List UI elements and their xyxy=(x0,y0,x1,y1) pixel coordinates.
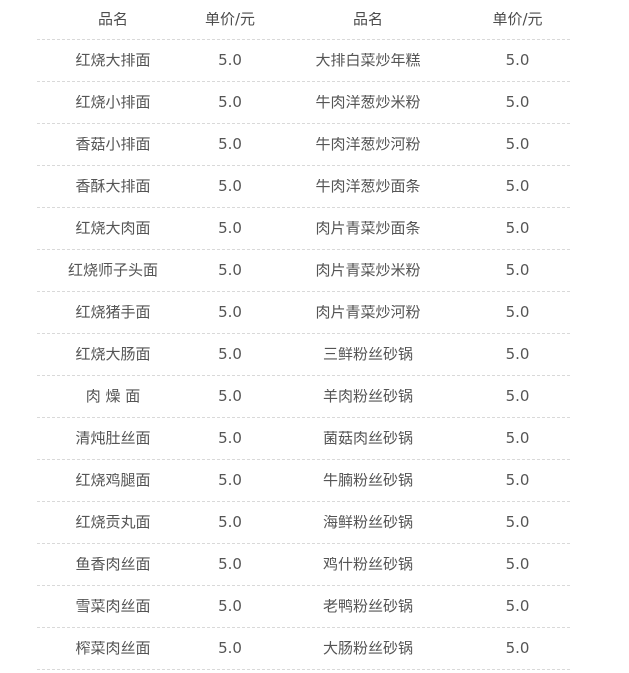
table-row: 香酥大排面 5.0 牛肉洋葱炒面条 5.0 xyxy=(37,166,570,208)
table-row: 红烧小排面 5.0 牛肉洋葱炒米粉 5.0 xyxy=(37,82,570,124)
column-header-item-name-right: 品名 xyxy=(352,12,383,27)
item-name-cell: 红烧大肉面 xyxy=(75,221,151,236)
table-row: 鱼香肉丝面 5.0 鸡什粉丝砂锅 5.0 xyxy=(37,544,570,586)
table-row: 清炖肚丝面 5.0 菌菇肉丝砂锅 5.0 xyxy=(37,418,570,460)
table-row: 红烧贡丸面 5.0 海鲜粉丝砂锅 5.0 xyxy=(37,502,570,544)
item-name-cell: 肉片青菜炒米粉 xyxy=(315,263,421,278)
table-row: 肉 燥 面 5.0 羊肉粉丝砂锅 5.0 xyxy=(37,376,570,418)
table-row: 红烧大肉面 5.0 肉片青菜炒面条 5.0 xyxy=(37,208,570,250)
item-price-cell: 5.0 xyxy=(505,95,530,110)
item-price-cell: 5.0 xyxy=(218,263,242,278)
table-row: 红烧大肠面 5.0 三鲜粉丝砂锅 5.0 xyxy=(37,334,570,376)
item-price-cell: 5.0 xyxy=(218,431,242,446)
item-name-cell: 红烧鸡腿面 xyxy=(75,473,151,488)
item-price-cell: 5.0 xyxy=(218,515,242,530)
item-name-cell: 香菇小排面 xyxy=(75,137,151,152)
item-price-cell: 5.0 xyxy=(218,389,242,404)
item-price-cell: 5.0 xyxy=(218,473,242,488)
table-row: 红烧鸡腿面 5.0 牛腩粉丝砂锅 5.0 xyxy=(37,460,570,502)
item-price-cell: 5.0 xyxy=(505,431,530,446)
item-price-cell: 5.0 xyxy=(218,641,242,656)
item-price-cell: 5.0 xyxy=(505,347,530,362)
item-price-cell: 5.0 xyxy=(505,599,530,614)
item-price-cell: 5.0 xyxy=(218,137,242,152)
item-name-cell: 牛肉洋葱炒河粉 xyxy=(315,137,421,152)
table-row: 红烧大排面 5.0 大排白菜炒年糕 5.0 xyxy=(37,40,570,82)
item-name-cell: 红烧大排面 xyxy=(75,53,151,68)
table-row: 雪菜肉丝面 5.0 老鸭粉丝砂锅 5.0 xyxy=(37,586,570,628)
item-price-cell: 5.0 xyxy=(505,473,530,488)
item-name-cell: 榨菜肉丝面 xyxy=(75,641,151,656)
item-price-cell: 5.0 xyxy=(505,389,530,404)
column-header-item-name-left: 品名 xyxy=(97,12,128,27)
table-row: 红烧师子头面 5.0 肉片青菜炒米粉 5.0 xyxy=(37,250,570,292)
item-name-cell: 肉片青菜炒面条 xyxy=(315,221,421,236)
item-price-cell: 5.0 xyxy=(218,599,242,614)
item-price-cell: 5.0 xyxy=(505,641,530,656)
item-price-cell: 5.0 xyxy=(505,263,530,278)
item-name-cell: 肉 燥 面 xyxy=(85,389,141,404)
table-row: 香菇小排面 5.0 牛肉洋葱炒河粉 5.0 xyxy=(37,124,570,166)
item-name-cell: 牛肉洋葱炒面条 xyxy=(315,179,421,194)
item-price-cell: 5.0 xyxy=(505,179,530,194)
item-price-cell: 5.0 xyxy=(218,305,242,320)
item-name-cell: 红烧小排面 xyxy=(75,95,151,110)
item-price-cell: 5.0 xyxy=(218,221,242,236)
item-name-cell: 鱼香肉丝面 xyxy=(75,557,151,572)
item-name-cell: 清炖肚丝面 xyxy=(75,431,151,446)
item-price-cell: 5.0 xyxy=(505,137,530,152)
item-name-cell: 羊肉粉丝砂锅 xyxy=(322,389,413,404)
table-header-row: 品名 单价/元 品名 单价/元 xyxy=(37,0,570,40)
item-price-cell: 5.0 xyxy=(218,179,242,194)
item-price-cell: 5.0 xyxy=(505,515,530,530)
item-name-cell: 牛腩粉丝砂锅 xyxy=(322,473,413,488)
item-price-cell: 5.0 xyxy=(218,95,242,110)
item-price-cell: 5.0 xyxy=(505,221,530,236)
item-name-cell: 老鸭粉丝砂锅 xyxy=(322,599,413,614)
item-name-cell: 菌菇肉丝砂锅 xyxy=(322,431,413,446)
item-name-cell: 鸡什粉丝砂锅 xyxy=(322,557,413,572)
item-name-cell: 大肠粉丝砂锅 xyxy=(322,641,413,656)
column-header-unit-price-left: 单价/元 xyxy=(204,12,256,27)
item-price-cell: 5.0 xyxy=(505,557,530,572)
item-name-cell: 海鲜粉丝砂锅 xyxy=(322,515,413,530)
table-body: 红烧大排面 5.0 大排白菜炒年糕 5.0 红烧小排面 5.0 牛肉洋葱炒米粉 … xyxy=(37,40,570,670)
item-name-cell: 肉片青菜炒河粉 xyxy=(315,305,421,320)
item-name-cell: 红烧猪手面 xyxy=(75,305,151,320)
item-name-cell: 红烧师子头面 xyxy=(67,263,158,278)
menu-price-table: 品名 单价/元 品名 单价/元 红烧大排面 5.0 大排白菜炒年糕 5.0 红烧… xyxy=(37,0,570,670)
item-price-cell: 5.0 xyxy=(218,53,242,68)
item-price-cell: 5.0 xyxy=(505,305,530,320)
item-name-cell: 香酥大排面 xyxy=(75,179,151,194)
item-price-cell: 5.0 xyxy=(218,347,242,362)
item-name-cell: 红烧大肠面 xyxy=(75,347,151,362)
item-name-cell: 牛肉洋葱炒米粉 xyxy=(315,95,421,110)
table-row: 红烧猪手面 5.0 肉片青菜炒河粉 5.0 xyxy=(37,292,570,334)
item-price-cell: 5.0 xyxy=(505,53,530,68)
item-name-cell: 雪菜肉丝面 xyxy=(75,599,151,614)
column-header-unit-price-right: 单价/元 xyxy=(492,12,543,27)
item-price-cell: 5.0 xyxy=(218,557,242,572)
item-name-cell: 红烧贡丸面 xyxy=(75,515,151,530)
table-row: 榨菜肉丝面 5.0 大肠粉丝砂锅 5.0 xyxy=(37,628,570,670)
item-name-cell: 三鲜粉丝砂锅 xyxy=(322,347,413,362)
item-name-cell: 大排白菜炒年糕 xyxy=(315,53,421,68)
